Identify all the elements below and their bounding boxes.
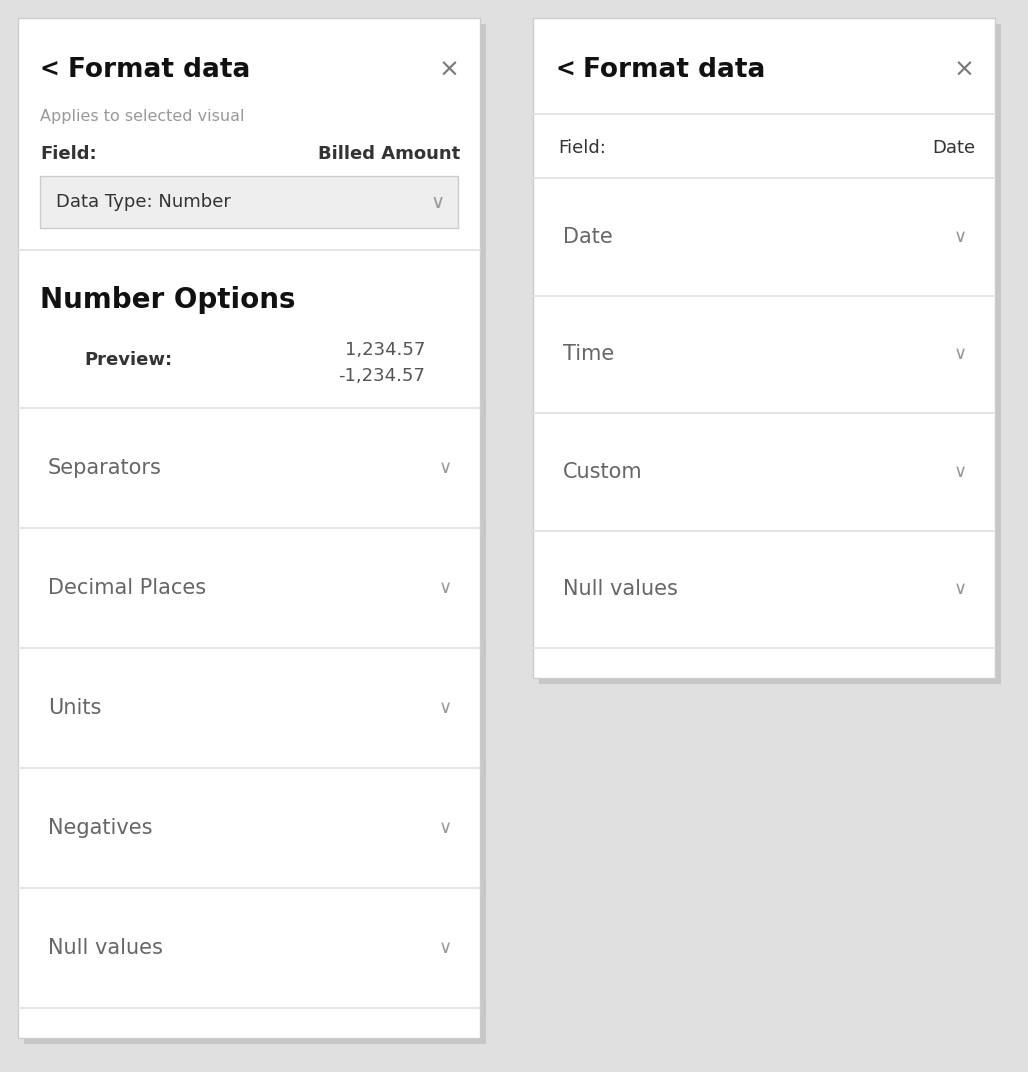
Text: Custom: Custom xyxy=(563,462,642,481)
Text: Format data: Format data xyxy=(68,57,251,83)
Text: Decimal Places: Decimal Places xyxy=(48,578,207,598)
Text: Data Type: Number: Data Type: Number xyxy=(56,193,231,211)
Text: Field:: Field: xyxy=(558,139,605,157)
Bar xyxy=(24,24,486,1044)
Text: <: < xyxy=(555,58,575,81)
Text: ∨: ∨ xyxy=(438,459,451,477)
Text: Separators: Separators xyxy=(48,458,161,478)
Text: Billed Amount: Billed Amount xyxy=(318,145,460,163)
Text: Date: Date xyxy=(563,227,613,247)
Text: ×: × xyxy=(954,58,975,81)
Text: Applies to selected visual: Applies to selected visual xyxy=(40,108,245,123)
Text: Field:: Field: xyxy=(40,145,97,163)
Text: Time: Time xyxy=(563,344,615,364)
Text: ∨: ∨ xyxy=(438,579,451,597)
Text: ∨: ∨ xyxy=(953,463,966,480)
Bar xyxy=(40,176,458,228)
Text: -1,234.57: -1,234.57 xyxy=(338,367,425,385)
Text: Negatives: Negatives xyxy=(48,818,152,838)
Text: 1,234.57: 1,234.57 xyxy=(344,341,425,359)
Text: ∨: ∨ xyxy=(953,227,966,245)
Bar xyxy=(539,24,1001,684)
Text: ∨: ∨ xyxy=(953,345,966,363)
Text: ∨: ∨ xyxy=(953,580,966,598)
Text: Format data: Format data xyxy=(583,57,766,83)
Text: ∨: ∨ xyxy=(438,699,451,717)
Text: Date: Date xyxy=(931,139,975,157)
Text: Null values: Null values xyxy=(563,579,677,599)
Text: ∨: ∨ xyxy=(438,939,451,957)
Text: Number Options: Number Options xyxy=(40,286,295,314)
Text: ×: × xyxy=(439,58,460,81)
Bar xyxy=(19,18,480,1038)
Bar xyxy=(533,18,995,678)
Text: Units: Units xyxy=(48,698,102,718)
Text: Null values: Null values xyxy=(48,938,162,958)
Text: <: < xyxy=(40,58,60,81)
Text: ∨: ∨ xyxy=(431,193,445,211)
Text: ∨: ∨ xyxy=(438,819,451,837)
Text: Preview:: Preview: xyxy=(84,351,172,369)
